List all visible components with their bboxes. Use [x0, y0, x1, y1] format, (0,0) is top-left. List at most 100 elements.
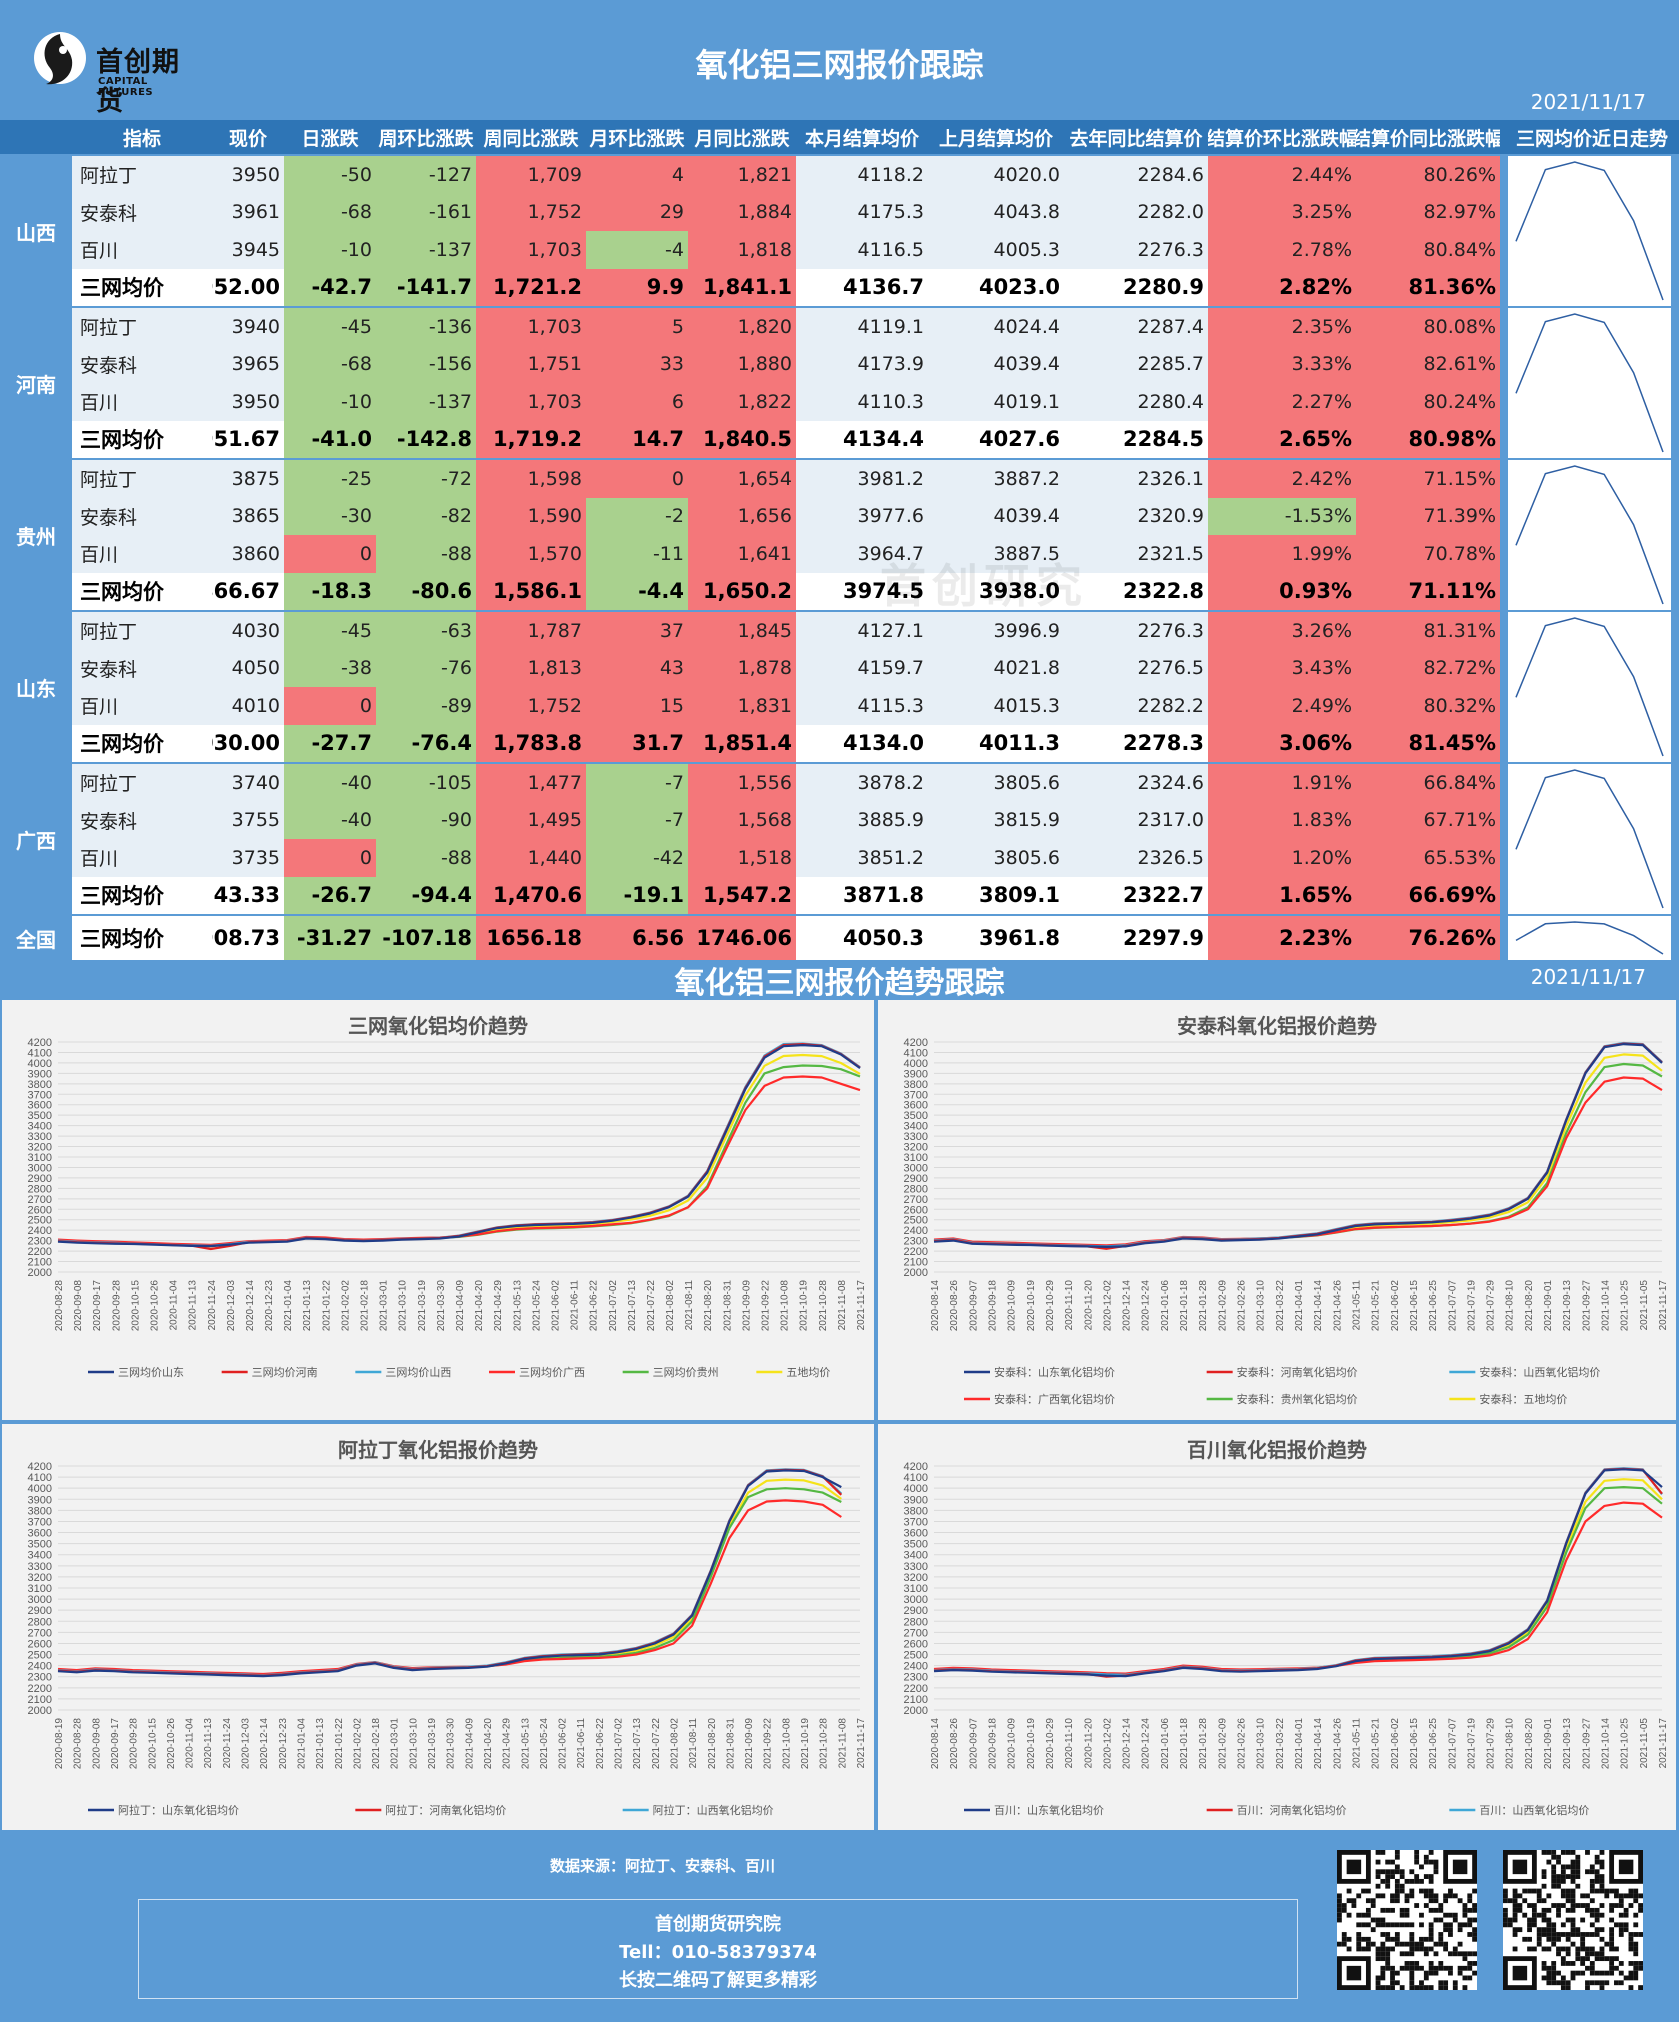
daily-change: -31.27 — [284, 916, 376, 960]
row-label: 百川 — [72, 535, 212, 573]
row-label: 百川 — [72, 687, 212, 725]
month-yoy-change: 1,878 — [688, 649, 796, 687]
this-month-avg: 4110.3 — [796, 383, 928, 421]
qr-module — [1633, 1970, 1639, 1976]
y-tick-label: 2100 — [904, 1257, 928, 1269]
qr-module — [1551, 1961, 1557, 1966]
x-tick-label: 2020-12-02 — [1102, 1280, 1113, 1332]
qr-module — [1585, 1850, 1590, 1855]
qr-module — [1599, 1980, 1605, 1986]
qr-finder — [1512, 1859, 1528, 1875]
qr-module — [1638, 1903, 1643, 1908]
y-tick-label: 2900 — [904, 1605, 928, 1617]
x-tick-label: 2021-10-08 — [780, 1280, 791, 1332]
settle-yoy-pct: 71.39% — [1356, 497, 1500, 535]
week-yoy-change: 1,787 — [476, 612, 586, 650]
x-tick-label: 2021-08-20 — [1524, 1280, 1535, 1332]
qr-module — [1638, 1907, 1643, 1913]
qr-module — [1448, 1893, 1453, 1899]
qr-module — [1527, 1946, 1532, 1952]
y-tick-label: 2100 — [28, 1257, 52, 1269]
qr-module — [1541, 1975, 1547, 1981]
qr-module — [1404, 1941, 1410, 1947]
row-label: 百川 — [72, 383, 212, 421]
qr-module — [1443, 1922, 1449, 1928]
qr-module — [1462, 1985, 1468, 1990]
qr-module — [1609, 1936, 1615, 1942]
last-month-avg: 4019.1 — [928, 383, 1064, 421]
qr-module — [1472, 1932, 1477, 1937]
daily-change: -45 — [284, 612, 376, 650]
x-tick-label: 2021-04-14 — [1313, 1280, 1324, 1332]
month-mom-change: -7 — [586, 801, 688, 839]
qr-module — [1522, 1888, 1528, 1894]
qr-module — [1565, 1850, 1571, 1855]
current-price: 3865 — [212, 497, 284, 535]
qr-module — [1414, 1961, 1420, 1966]
province-average-row: 三网均价3952.00-42.7-141.71,721.29.91,841.14… — [72, 268, 1508, 306]
daily-change: 0 — [284, 687, 376, 725]
daily-change: 0 — [284, 839, 376, 877]
qr-module — [1462, 1903, 1468, 1908]
settle-mom-pct: 0.93% — [1208, 572, 1356, 610]
x-tick-label: 2020-11-20 — [1083, 1718, 1094, 1769]
qr-module — [1404, 1961, 1410, 1966]
qr-module — [1546, 1850, 1552, 1855]
qr-module — [1585, 1907, 1590, 1913]
qr-module — [1551, 1850, 1557, 1855]
qr-code-icon[interactable] — [1337, 1850, 1477, 1990]
qr-module — [1580, 1970, 1586, 1976]
month-mom-change: 15 — [586, 687, 688, 725]
qr-module — [1385, 1907, 1391, 1913]
x-tick-label: 2021-10-19 — [799, 1280, 810, 1332]
x-tick-label: 2020-09-18 — [987, 1280, 998, 1332]
qr-module — [1394, 1888, 1400, 1894]
qr-module — [1356, 1932, 1362, 1937]
line-chart: 2000210022002300240025002600270028002900… — [904, 1037, 1669, 1406]
qr-code-icon[interactable] — [1503, 1850, 1643, 1990]
x-tick-label: 2021-09-13 — [1562, 1280, 1573, 1332]
settle-mom-pct: 3.25% — [1208, 193, 1356, 231]
last-month-avg: 4024.4 — [928, 308, 1064, 346]
x-tick-label: 2021-08-20 — [703, 1280, 714, 1332]
table-row: 安泰科 3755 -40 -90 1,495 -7 1,568 3885.9 3815.9 231… — [72, 801, 1508, 839]
qr-module — [1394, 1854, 1400, 1860]
qr-module — [1404, 1965, 1410, 1971]
y-tick-label: 2500 — [28, 1215, 52, 1227]
last-month-avg: 3887.2 — [928, 460, 1064, 498]
current-price: 3951.67 — [212, 420, 284, 458]
x-tick-label: 2021-09-09 — [744, 1718, 755, 1770]
qr-hint: 长按二维码了解更多精彩 — [619, 1970, 817, 1991]
y-tick-label: 2600 — [28, 1638, 52, 1650]
legend-label: 安泰科：贵州氧化铝均价 — [1237, 1392, 1358, 1406]
last-year-avg: 2278.3 — [1064, 724, 1208, 762]
current-price: 3866.67 — [212, 572, 284, 610]
qr-module — [1512, 1917, 1518, 1923]
row-label: 百川 — [72, 839, 212, 877]
qr-module — [1385, 1874, 1391, 1879]
qr-module — [1433, 1941, 1439, 1947]
last-month-avg: 3887.5 — [928, 535, 1064, 573]
current-price: 3965 — [212, 345, 284, 383]
qr-module — [1399, 1907, 1405, 1913]
last-month-avg: 3809.1 — [928, 876, 1064, 914]
qr-module — [1541, 1874, 1547, 1879]
qr-module — [1361, 1912, 1366, 1918]
x-tick-label: 2021-02-26 — [1237, 1280, 1248, 1332]
x-tick-label: 2021-06-22 — [595, 1718, 606, 1770]
row-label: 安泰科 — [72, 345, 212, 383]
settle-mom-pct: 3.06% — [1208, 724, 1356, 762]
qr-module — [1337, 1893, 1342, 1899]
y-tick-label: 3400 — [28, 1550, 52, 1562]
daily-change: -10 — [284, 231, 376, 269]
qr-module — [1448, 1970, 1453, 1976]
qr-module — [1570, 1941, 1576, 1947]
x-tick-label: 2021-07-29 — [1486, 1718, 1497, 1770]
qr-module — [1375, 1850, 1381, 1855]
qr-module — [1618, 1970, 1624, 1976]
qr-module — [1375, 1917, 1381, 1923]
week-mom-change: -89 — [376, 687, 476, 725]
qr-module — [1594, 1888, 1600, 1894]
settle-mom-pct: 2.23% — [1208, 916, 1356, 960]
qr-module — [1531, 1903, 1537, 1908]
